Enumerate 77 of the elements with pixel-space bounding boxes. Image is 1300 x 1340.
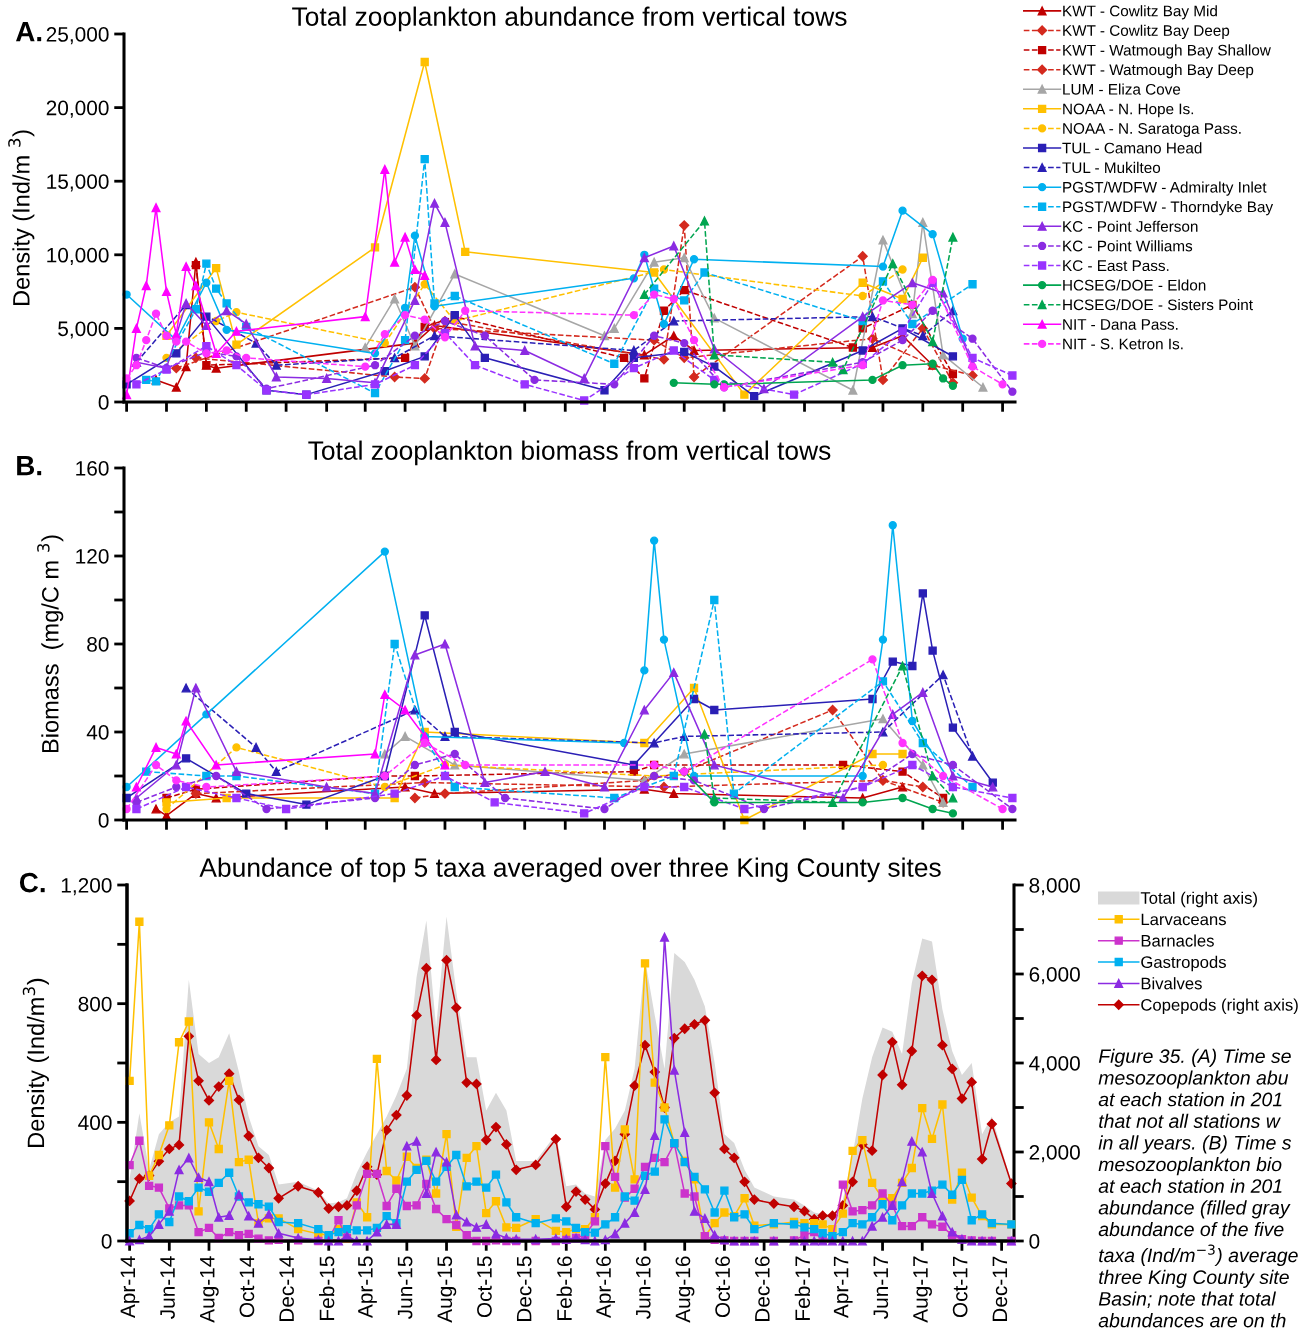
legend-label: HCSEG/DOE - Sisters Point bbox=[1063, 298, 1253, 311]
legend-label: HCSEG/DOE - Eldon bbox=[1063, 279, 1206, 291]
y-tick-label: 0 bbox=[101, 1234, 112, 1249]
legend-label: Copepods (right axis) bbox=[1141, 998, 1298, 1015]
legend-label: NIT - S. Ketron Is. bbox=[1063, 338, 1183, 350]
y-tick-label: 120 bbox=[76, 549, 109, 564]
legend-label: NOAA - N. Hope Is. bbox=[1063, 103, 1194, 118]
y-tick-label: 0 bbox=[98, 395, 109, 410]
y-tick-label: 80 bbox=[87, 637, 109, 652]
legend-label: TUL - Mukilteo bbox=[1062, 161, 1161, 174]
x-tick-label: Oct-14 bbox=[239, 1256, 255, 1318]
y-tick-label: 0 bbox=[98, 813, 109, 828]
x-tick-label: Dec-17 bbox=[992, 1256, 1008, 1322]
legend-label: KWT - Cowlitz Bay Mid bbox=[1063, 5, 1217, 20]
y2-tick-label: 4,000 bbox=[1029, 1056, 1080, 1074]
text: Figure 35. (A) Time se mesozooplankton abu at each station in 201 that not all stations w in all years. (B) Time s mesozooplankton bio at each station in 201 abundance (filled gray abundance of the five taxa (Ind/m$^{−3}$) average three King County site Basin; note that total abundances are on th bbox=[1098, 1048, 1298, 1328]
x-tick-label: Feb-17 bbox=[794, 1256, 811, 1320]
x-tick-label: Jun-16 bbox=[635, 1256, 651, 1319]
text: A. bbox=[15, 22, 42, 42]
legend-label: KWT - Watmough Bay Deep bbox=[1063, 63, 1254, 79]
y-axis-title: Biomass (mg/C m $^{3}$) bbox=[37, 535, 64, 753]
legend-label: LUM - Eliza Cove bbox=[1063, 83, 1181, 95]
x-tick-label: Jun-17 bbox=[873, 1256, 889, 1319]
y2-tick-label: 6,000 bbox=[1029, 967, 1080, 985]
y-tick-label: 1,200 bbox=[61, 878, 112, 896]
x-tick-label: Aug-16 bbox=[675, 1256, 695, 1323]
x-tick-label: Oct-15 bbox=[477, 1256, 492, 1318]
x-tick-label: Aug-17 bbox=[913, 1256, 932, 1323]
legend-label: Barnacles bbox=[1141, 934, 1214, 947]
y-tick-label: 160 bbox=[76, 461, 109, 476]
y-tick-label: 800 bbox=[78, 996, 112, 1012]
y-tick-label: 400 bbox=[78, 1115, 112, 1131]
y2-tick-label: 2,000 bbox=[1029, 1145, 1080, 1163]
legend-label: KC - Point Williams bbox=[1063, 240, 1193, 252]
x-tick-label: Aug-15 bbox=[437, 1256, 457, 1323]
x-tick-label: Feb-15 bbox=[319, 1256, 335, 1320]
x-tick-label: Apr-17 bbox=[833, 1256, 853, 1319]
x-tick-label: Jun-15 bbox=[397, 1256, 413, 1319]
y2-tick-label: 8,000 bbox=[1029, 878, 1080, 896]
x-tick-label: Jun-14 bbox=[160, 1256, 175, 1319]
y-axis-title: Density (Ind/m$^{3}$) bbox=[22, 978, 49, 1147]
legend-label: Gastropods bbox=[1141, 955, 1226, 972]
y-tick-label: 15,000 bbox=[47, 174, 109, 192]
legend-label: NIT - Dana Pass. bbox=[1063, 319, 1178, 330]
x-tick-label: Aug-14 bbox=[200, 1256, 219, 1323]
legend-label: Bivalves bbox=[1141, 977, 1202, 990]
x-tick-label: Dec-15 bbox=[516, 1256, 532, 1322]
legend-label: Larvaceans bbox=[1141, 913, 1226, 926]
y-tick-label: 40 bbox=[86, 725, 109, 740]
legend-label: PGST/WDFW - Admiralty Inlet bbox=[1063, 181, 1267, 196]
legend-label: TUL - Camano Head bbox=[1062, 142, 1202, 154]
y-axis-title: Density (Ind/m $^{3}$) bbox=[8, 130, 35, 306]
legend-label: KC - East Pass. bbox=[1063, 260, 1169, 272]
x-tick-label: Feb-16 bbox=[556, 1256, 572, 1320]
legend-label: NOAA - N. Saratoga Pass. bbox=[1063, 123, 1241, 137]
y-tick-label: 20,000 bbox=[46, 100, 109, 118]
x-tick-label: Oct-16 bbox=[715, 1256, 730, 1318]
chart-title: Abundance of top 5 taxa averaged over three King County sites bbox=[199, 857, 941, 883]
x-tick-label: Dec-16 bbox=[754, 1256, 770, 1322]
legend-label: KWT - Cowlitz Bay Deep bbox=[1063, 24, 1230, 39]
chart-title: Total zooplankton biomass from vertical tows bbox=[308, 440, 831, 466]
text: B. bbox=[17, 456, 42, 476]
y2-tick-label: 0 bbox=[1029, 1234, 1040, 1249]
text: C. bbox=[19, 872, 45, 893]
x-tick-label: Oct-17 bbox=[952, 1256, 968, 1318]
x-tick-label: Apr-16 bbox=[596, 1256, 616, 1319]
chart-title: Total zooplankton abundance from vertical tows bbox=[292, 6, 847, 32]
y-tick-label: 5,000 bbox=[58, 321, 109, 339]
legend-label: KC - Point Jefferson bbox=[1063, 220, 1198, 232]
y-tick-label: 10,000 bbox=[47, 247, 109, 266]
y-tick-label: 25,000 bbox=[46, 27, 109, 45]
x-tick-label: Apr-15 bbox=[358, 1256, 377, 1319]
x-tick-label: Dec-14 bbox=[279, 1256, 294, 1322]
legend-label: PGST/WDFW - Thorndyke Bay bbox=[1063, 201, 1274, 216]
legend-label: KWT - Watmough Bay Shallow bbox=[1063, 44, 1271, 59]
x-tick-label: Apr-14 bbox=[120, 1256, 140, 1319]
legend-label: Total (right axis) bbox=[1140, 891, 1257, 908]
